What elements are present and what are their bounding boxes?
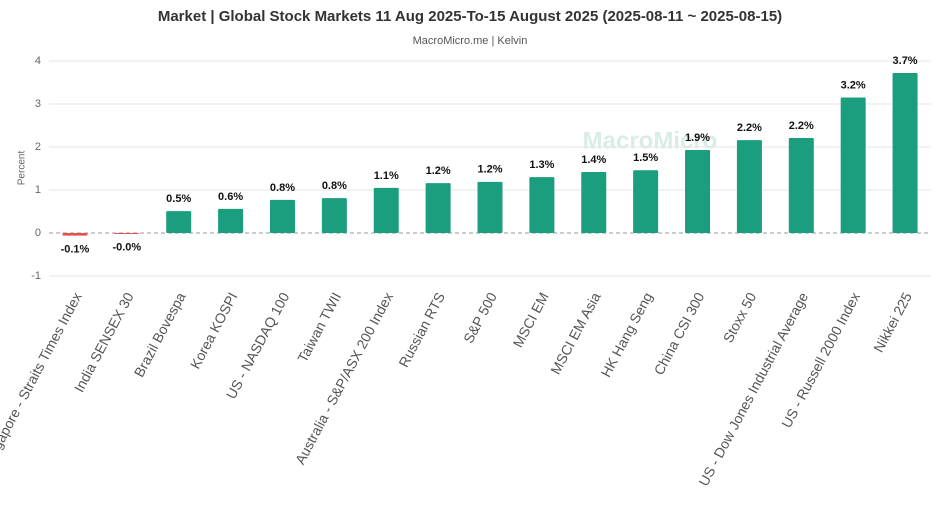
bar <box>269 199 295 233</box>
value-label: -0.1% <box>61 243 90 255</box>
x-tick-label: India SENSEX 30 <box>71 289 137 394</box>
bar <box>788 137 814 233</box>
y-tick-label: 1 <box>35 184 41 196</box>
value-label: 1.1% <box>374 170 399 182</box>
value-label: 1.3% <box>529 159 554 171</box>
x-tick-label: Nikkei 225 <box>870 289 915 354</box>
y-axis-label: Percent <box>17 151 28 186</box>
y-tick-label: 0 <box>35 227 41 239</box>
x-tick-label: HK Hang Seng <box>598 290 656 380</box>
bar <box>581 171 607 233</box>
chart-subtitle: MacroMicro.me | Kelvin <box>413 35 528 47</box>
x-tick-label: Singapore - Straits Times Index <box>0 290 85 470</box>
bar <box>218 208 244 233</box>
y-tick-label: 2 <box>35 141 41 153</box>
value-label: 1.2% <box>426 165 451 177</box>
x-tick-label: S&P 500 <box>460 289 500 345</box>
value-label: 0.8% <box>322 180 347 192</box>
x-tick-label: MSCI EM <box>510 290 552 350</box>
bar <box>373 187 399 233</box>
value-label: 0.6% <box>218 191 243 203</box>
bar <box>62 233 88 236</box>
value-label: 2.2% <box>789 120 814 132</box>
bar <box>685 150 711 233</box>
y-tick-label: -1 <box>31 270 41 282</box>
bar <box>892 73 918 233</box>
x-tick-label: Korea KOSPI <box>187 290 241 372</box>
y-tick-label: 3 <box>35 98 41 110</box>
chart-title: Market | Global Stock Markets 11 Aug 202… <box>158 8 782 25</box>
value-label: 0.8% <box>270 182 295 194</box>
value-label: 1.5% <box>633 152 658 164</box>
bar <box>736 140 762 233</box>
x-tick-label: Stoxx 50 <box>720 289 760 345</box>
value-label: 2.2% <box>737 122 762 134</box>
value-label: 1.9% <box>685 132 710 144</box>
bar <box>166 211 192 233</box>
value-label: 0.5% <box>166 193 191 205</box>
value-label: 1.2% <box>477 164 502 176</box>
x-tick-label: Brazil Bovespa <box>131 289 189 379</box>
x-tick-label: MSCI EM Asia <box>547 289 604 376</box>
x-tick-label: China CSI 300 <box>651 289 708 377</box>
bar <box>633 170 659 233</box>
bar <box>114 233 140 234</box>
bar <box>477 181 503 233</box>
x-tick-label: Australia - S&P/ASX 200 Index <box>292 290 396 467</box>
value-label: -0.0% <box>112 241 141 253</box>
bar <box>425 183 451 233</box>
watermark: MacroMicro <box>583 127 718 154</box>
bar <box>529 177 555 233</box>
value-label: 1.4% <box>581 154 606 166</box>
bar <box>840 97 866 233</box>
value-label: 3.7% <box>893 55 918 67</box>
x-tick-label: Russian RTS <box>395 290 448 370</box>
x-tick-label: US - Dow Jones Industrial Average <box>695 289 811 488</box>
y-tick-label: 4 <box>35 55 41 67</box>
bar <box>321 198 347 233</box>
value-label: 3.2% <box>841 79 866 91</box>
x-tick-label: Taiwan TWII <box>294 290 344 365</box>
